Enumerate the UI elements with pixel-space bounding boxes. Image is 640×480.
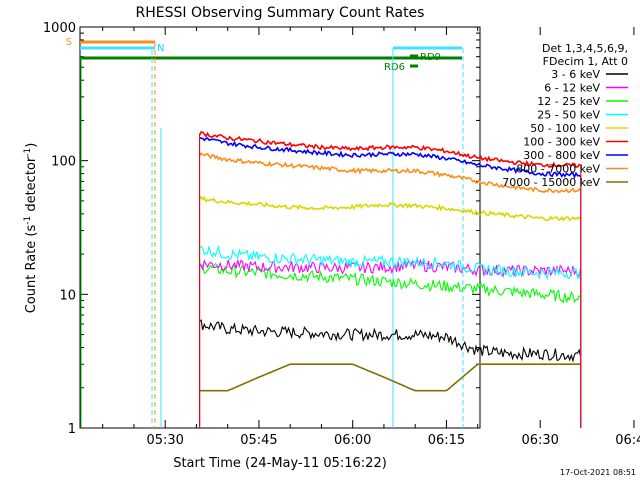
y-axis-label: Count Rate (s-1 detector-1) xyxy=(23,143,39,314)
y-tick-label: 100 xyxy=(51,155,76,170)
series-line xyxy=(199,244,582,280)
series-line xyxy=(199,262,582,304)
x-tick-label: 06:30 xyxy=(521,433,558,448)
annotation-rd6: RD6 xyxy=(384,62,405,73)
series-line xyxy=(198,195,582,222)
x-tick-label: 05:30 xyxy=(146,433,183,448)
instrument-markers: S N RD6 RD9 xyxy=(66,37,464,428)
legend-label: 12 - 25 keV xyxy=(537,95,600,108)
x-tick-label: 06:00 xyxy=(334,433,371,448)
series-line xyxy=(199,363,581,392)
legend-label: 3 - 6 keV xyxy=(551,68,600,81)
chart-title: RHESSI Observing Summary Count Rates xyxy=(136,5,425,21)
legend-label: 50 - 100 keV xyxy=(530,122,600,135)
series-line xyxy=(199,257,582,278)
axis-ticks: 05:30 05:45 06:00 06:15 06:30 06:45 1 10 100 1000 xyxy=(43,21,640,448)
y-tick-label: 1 xyxy=(68,422,76,437)
annotation-n: N xyxy=(157,43,164,54)
legend-label: 100 - 300 keV xyxy=(523,136,600,149)
series-line xyxy=(199,319,582,363)
legend-label: 6 - 12 keV xyxy=(544,82,600,95)
legend-label: 300 - 800 keV xyxy=(523,149,600,162)
data-series xyxy=(198,131,582,428)
plot-frame xyxy=(79,26,481,429)
y-tick-label: 10 xyxy=(59,288,76,303)
annotation-s: S xyxy=(66,37,72,48)
annotation-rd9: RD9 xyxy=(420,52,441,63)
legend: Det 1,3,4,5,6,9, FDecim 1, Att 0 3 - 6 k… xyxy=(502,42,628,189)
legend-header-1: Det 1,3,4,5,6,9, xyxy=(542,42,628,55)
legend-label: 25 - 50 keV xyxy=(537,109,600,122)
x-tick-label: 06:45 xyxy=(615,433,640,448)
legend-header-2: FDecim 1, Att 0 xyxy=(543,55,628,68)
legend-label: 800 - 7000 keV xyxy=(516,163,600,176)
series-line xyxy=(198,152,582,194)
x-tick-label: 05:45 xyxy=(240,433,277,448)
y-tick-label: 1000 xyxy=(43,21,76,36)
series-line xyxy=(199,136,582,179)
x-axis-label: Start Time (24-May-11 05:16:22) xyxy=(173,456,387,471)
legend-label: 7000 - 15000 keV xyxy=(502,176,600,189)
x-tick-label: 06:15 xyxy=(428,433,465,448)
series-line xyxy=(198,131,582,168)
generated-timestamp: 17-Oct-2021 08:51 xyxy=(560,468,636,477)
